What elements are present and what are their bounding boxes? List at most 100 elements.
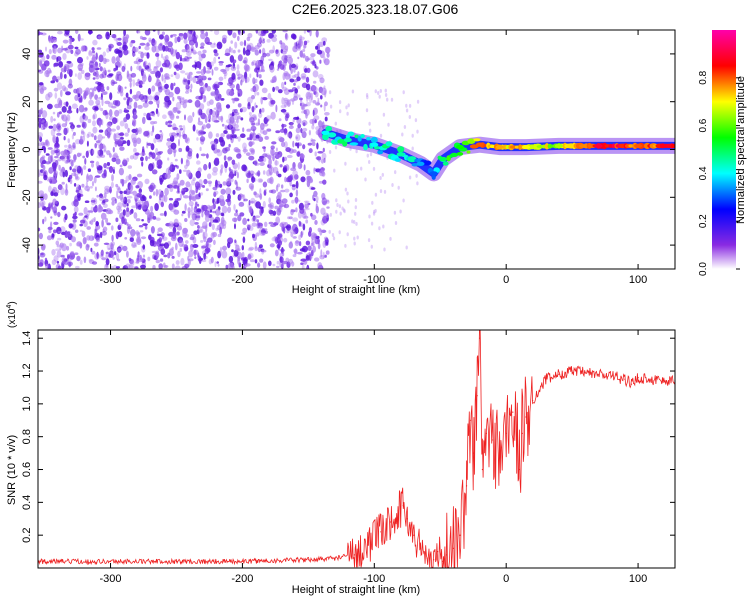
noise-speck: [106, 243, 111, 251]
y-tick-label: 1.0: [21, 396, 33, 411]
noise-speck: [216, 41, 223, 50]
noise-speck: [266, 115, 272, 121]
noise-speck: [216, 197, 220, 204]
noise-speck: [294, 240, 300, 247]
noise-speck: [138, 45, 141, 50]
noise-speck: [277, 89, 283, 94]
noise-speck: [113, 67, 117, 72]
noise-speck: [185, 159, 189, 163]
noise-speck: [125, 210, 130, 218]
snr-point: [525, 416, 527, 418]
noise-speck: [181, 210, 186, 214]
noise-speck: [194, 222, 199, 225]
noise-speck: [416, 181, 419, 186]
noise-speck: [174, 265, 181, 269]
noise-speck: [179, 247, 183, 252]
noise-speck: [163, 254, 168, 258]
noise-speck: [234, 128, 240, 132]
noise-speck: [142, 102, 149, 108]
noise-speck: [141, 161, 144, 167]
noise-speck: [78, 184, 81, 191]
noise-speck: [51, 259, 57, 266]
noise-speck: [198, 192, 201, 198]
noise-speck: [101, 257, 107, 261]
noise-speck: [227, 193, 231, 201]
noise-speck: [268, 158, 272, 166]
noise-speck: [250, 200, 254, 204]
noise-speck: [98, 144, 104, 150]
noise-speck: [248, 183, 254, 190]
noise-speck: [131, 241, 137, 249]
noise-speck: [288, 125, 294, 130]
noise-speck: [51, 249, 56, 256]
noise-speck: [132, 190, 138, 196]
noise-speck: [235, 244, 240, 251]
noise-speck: [204, 210, 210, 218]
noise-speck: [94, 143, 97, 149]
noise-speck: [393, 210, 397, 215]
noise-speck: [262, 153, 268, 158]
noise-speck: [113, 37, 118, 41]
noise-speck: [181, 266, 188, 269]
noise-speck: [210, 92, 216, 97]
noise-speck: [283, 128, 288, 134]
noise-speck: [266, 118, 270, 122]
noise-speck: [383, 247, 386, 252]
noise-speck: [210, 140, 216, 146]
noise-speck: [220, 198, 225, 203]
noise-speck: [169, 164, 176, 173]
snr-point: [545, 378, 547, 380]
noise-speck: [214, 30, 220, 36]
noise-speck: [92, 77, 96, 80]
noise-speck: [159, 67, 163, 73]
noise-speck: [268, 49, 275, 54]
noise-speck: [43, 174, 48, 181]
noise-speck: [324, 90, 327, 98]
noise-speck: [138, 193, 141, 198]
noise-speck: [219, 226, 223, 235]
noise-speck: [81, 230, 86, 237]
noise-speck: [162, 236, 168, 241]
noise-speck: [243, 198, 248, 202]
noise-speck: [94, 106, 99, 111]
noise-speck: [314, 119, 317, 124]
noise-speck: [213, 190, 219, 195]
signal-track-point: [594, 143, 603, 149]
noise-speck: [314, 237, 321, 245]
noise-speck: [255, 201, 261, 209]
x-tick-label: -100: [363, 274, 385, 286]
noise-speck: [144, 30, 151, 36]
noise-speck: [48, 185, 52, 193]
noise-speck: [51, 37, 58, 43]
noise-speck: [141, 219, 144, 222]
snr-point: [307, 559, 309, 561]
noise-speck: [156, 251, 159, 260]
noise-speck: [56, 260, 60, 264]
noise-speck: [133, 147, 137, 153]
noise-speck: [84, 185, 91, 192]
noise-speck: [387, 122, 390, 127]
noise-speck: [58, 111, 62, 115]
noise-speck: [92, 126, 98, 134]
snr-point: [380, 531, 382, 533]
noise-speck: [159, 130, 163, 133]
noise-speck: [123, 49, 129, 56]
noise-speck: [52, 159, 57, 164]
noise-speck: [234, 212, 239, 217]
noise-speck: [148, 100, 154, 105]
noise-speck: [313, 167, 316, 175]
noise-speck: [192, 51, 198, 55]
noise-speck: [219, 246, 223, 255]
noise-speck: [84, 158, 87, 165]
noise-speck: [238, 193, 243, 201]
noise-speck: [285, 147, 292, 153]
snr-point: [367, 544, 369, 546]
noise-speck: [68, 223, 73, 229]
noise-speck: [112, 117, 118, 124]
noise-speck: [41, 202, 45, 209]
noise-speck: [329, 212, 332, 217]
noise-speck: [189, 89, 192, 93]
noise-speck: [187, 30, 191, 38]
noise-speck: [369, 152, 373, 157]
snr-point: [532, 400, 534, 402]
